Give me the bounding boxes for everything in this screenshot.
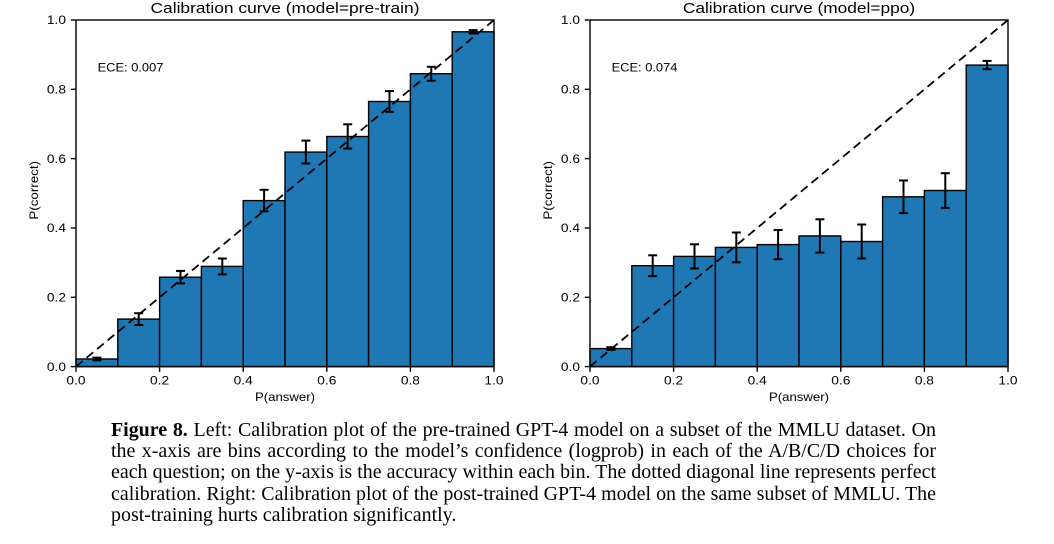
svg-text:1.0: 1.0 bbox=[561, 13, 580, 27]
svg-text:0.2: 0.2 bbox=[664, 373, 683, 387]
svg-text:0.8: 0.8 bbox=[47, 83, 66, 97]
svg-text:P(correct): P(correct) bbox=[541, 161, 555, 220]
svg-text:0.6: 0.6 bbox=[831, 373, 850, 387]
svg-text:0.6: 0.6 bbox=[47, 152, 66, 166]
svg-text:P(answer): P(answer) bbox=[769, 390, 829, 404]
svg-text:0.6: 0.6 bbox=[317, 373, 336, 387]
svg-text:ECE: 0.074: ECE: 0.074 bbox=[612, 60, 678, 74]
svg-text:0.0: 0.0 bbox=[580, 373, 599, 387]
svg-text:0.8: 0.8 bbox=[401, 373, 420, 387]
svg-text:0.4: 0.4 bbox=[561, 221, 580, 235]
svg-text:0.6: 0.6 bbox=[561, 152, 580, 166]
svg-text:0.2: 0.2 bbox=[47, 291, 66, 305]
svg-text:0.8: 0.8 bbox=[915, 373, 934, 387]
svg-text:Calibration curve (model=pre-t: Calibration curve (model=pre-train) bbox=[151, 0, 420, 17]
svg-text:0.8: 0.8 bbox=[561, 83, 580, 97]
svg-text:0.2: 0.2 bbox=[561, 291, 580, 305]
svg-text:0.4: 0.4 bbox=[234, 373, 253, 387]
svg-text:0.4: 0.4 bbox=[47, 221, 66, 235]
svg-text:0.4: 0.4 bbox=[748, 373, 767, 387]
svg-text:1.0: 1.0 bbox=[47, 13, 66, 27]
svg-text:1.0: 1.0 bbox=[484, 373, 503, 387]
svg-text:0.0: 0.0 bbox=[47, 360, 66, 374]
svg-text:0.0: 0.0 bbox=[561, 360, 580, 374]
svg-text:P(answer): P(answer) bbox=[255, 390, 315, 404]
svg-text:1.0: 1.0 bbox=[998, 373, 1017, 387]
svg-text:0.2: 0.2 bbox=[150, 373, 169, 387]
svg-text:0.0: 0.0 bbox=[66, 373, 85, 387]
svg-text:ECE: 0.007: ECE: 0.007 bbox=[98, 60, 164, 74]
svg-text:Calibration curve (model=ppo): Calibration curve (model=ppo) bbox=[683, 0, 915, 17]
svg-text:P(correct): P(correct) bbox=[27, 161, 41, 220]
